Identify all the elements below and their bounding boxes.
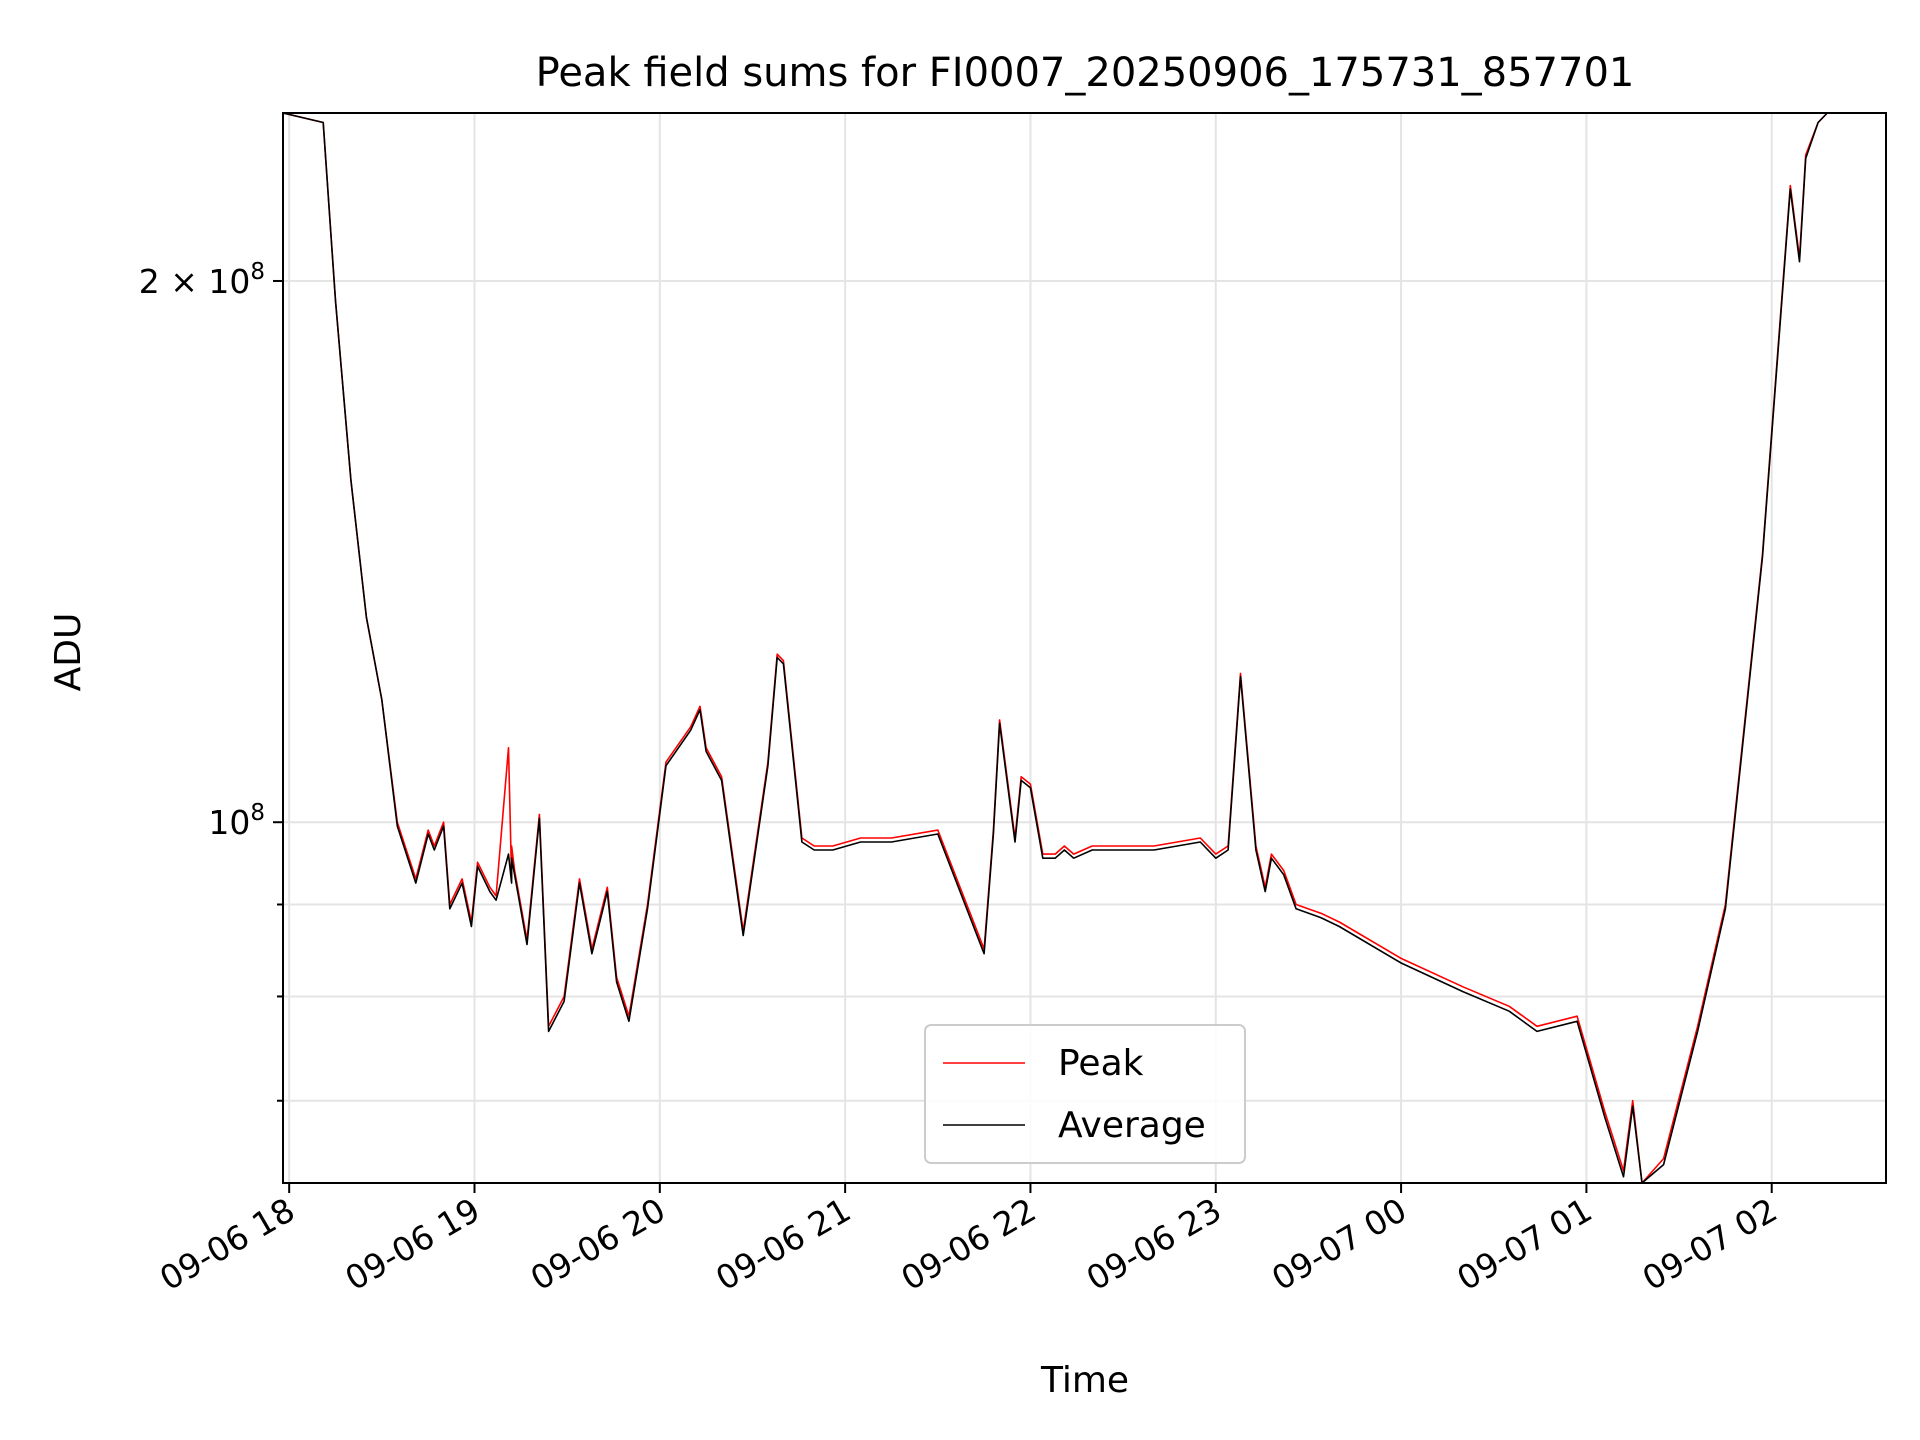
chart-title: Peak field sums for FI0007_20250906_1757… bbox=[536, 50, 1635, 96]
legend-box bbox=[924, 1024, 1246, 1164]
legend: Peak Average bbox=[924, 1024, 1246, 1164]
plot-frame bbox=[282, 112, 1887, 1184]
series-layer bbox=[282, 112, 1886, 1184]
y-axis-label: ADU bbox=[48, 613, 89, 692]
grid-layer bbox=[283, 113, 1886, 1183]
y-tick-label: 2 × 108 bbox=[139, 259, 265, 301]
series-line-peak bbox=[282, 112, 1886, 1184]
legend-label-peak: Peak bbox=[1058, 1043, 1144, 1084]
x-axis-label: Time bbox=[1040, 1360, 1129, 1401]
legend-label-average: Average bbox=[1058, 1105, 1206, 1146]
series-line-average bbox=[282, 112, 1886, 1184]
